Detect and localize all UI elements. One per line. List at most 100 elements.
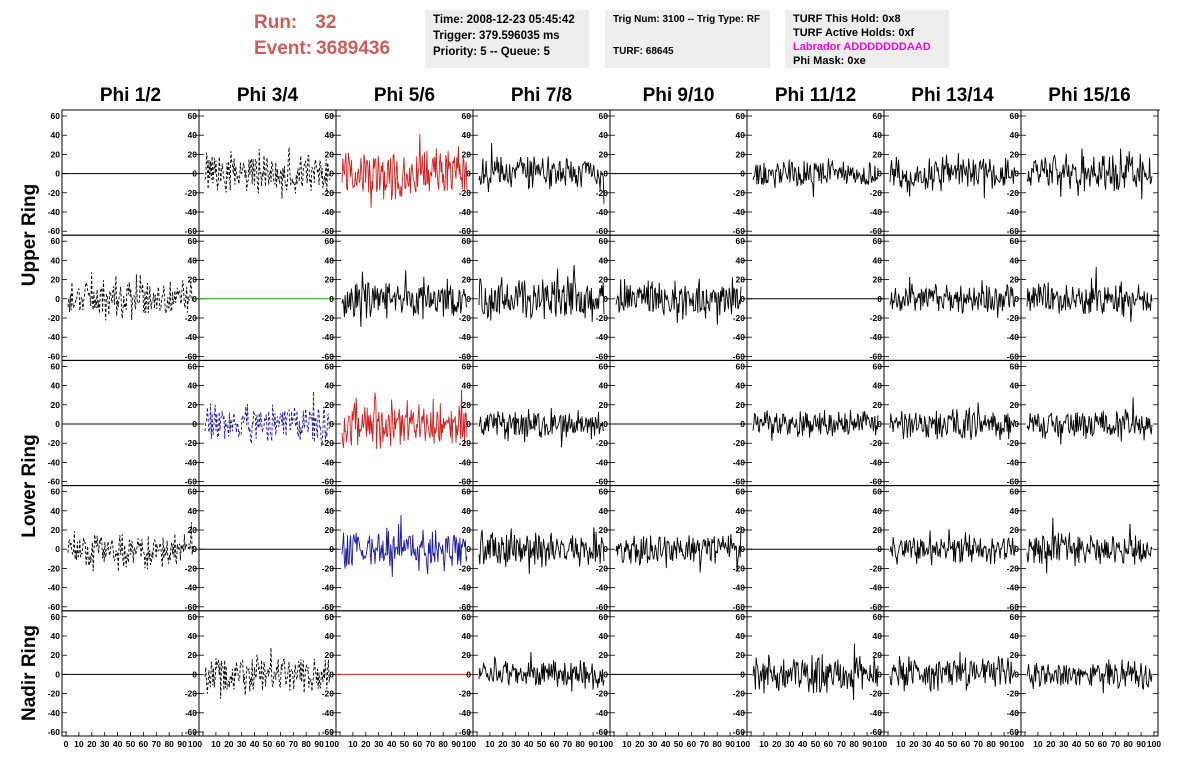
- ytick-label: -20: [870, 313, 883, 323]
- xtick-label: 60: [961, 739, 971, 749]
- ytick-label: 60: [188, 236, 198, 246]
- ytick-label: 20: [51, 149, 61, 159]
- xtick-label: 40: [661, 739, 671, 749]
- ytick-label: -60: [733, 226, 746, 236]
- xtick-label: 60: [550, 739, 560, 749]
- ytick-label: -60: [185, 477, 198, 487]
- panel-frame-r0-c1: [198, 109, 337, 236]
- ytick-label: 40: [188, 631, 198, 641]
- ytick-label: 0: [877, 669, 882, 679]
- xtick-label: 70: [700, 739, 710, 749]
- trace-r4-c1: [204, 647, 331, 699]
- ytick-label: 40: [736, 381, 746, 391]
- ytick-label: -20: [870, 689, 883, 699]
- ytick-label: -60: [48, 477, 61, 487]
- trace-r1-c7: [1026, 266, 1153, 323]
- ytick-label: 60: [599, 361, 609, 371]
- ytick-label: 60: [599, 612, 609, 622]
- ytick-label: 20: [873, 525, 883, 535]
- xtick-label: 70: [152, 739, 162, 749]
- turf-info-box: TURF This Hold: 0x8 TURF Active Holds: 0…: [785, 10, 949, 68]
- ytick-label: -20: [596, 313, 609, 323]
- ytick-label: -40: [322, 708, 335, 718]
- ytick-label: 20: [188, 525, 198, 535]
- ytick-label: -20: [870, 438, 883, 448]
- xtick-label: 40: [798, 739, 808, 749]
- ytick-label: -40: [596, 332, 609, 342]
- xtick-label: 50: [537, 739, 547, 749]
- panel-frame-r2-c0: [61, 359, 200, 487]
- ytick-label: 0: [603, 169, 608, 179]
- ytick-label: 20: [736, 525, 746, 535]
- xtick-label: 100: [736, 739, 750, 749]
- ytick-label: 60: [873, 487, 883, 497]
- ytick-label: 20: [1010, 525, 1020, 535]
- trace-r1-c4: [615, 277, 742, 325]
- ytick-label: 40: [599, 506, 609, 516]
- ytick-label: 40: [51, 381, 61, 391]
- ytick-label: 20: [1010, 400, 1020, 410]
- ytick-label: 40: [873, 506, 883, 516]
- phi-header-1: Phi 1/2: [99, 85, 162, 106]
- xtick-label: 20: [224, 739, 234, 749]
- panel-frame-r0-c0: [61, 109, 200, 236]
- ytick-label: 40: [325, 255, 335, 265]
- ytick-label: -60: [459, 477, 472, 487]
- xtick-label: 30: [648, 739, 658, 749]
- run-label: Run:: [254, 12, 298, 33]
- xtick-label: 40: [113, 739, 123, 749]
- ytick-label: 40: [325, 381, 335, 391]
- ytick-label: -40: [185, 708, 198, 718]
- xtick-label: 50: [400, 739, 410, 749]
- ytick-label: 20: [325, 275, 335, 285]
- ytick-label: 20: [188, 650, 198, 660]
- ytick-label: 0: [55, 544, 60, 554]
- ytick-label: -20: [185, 313, 198, 323]
- ytick-label: 40: [599, 255, 609, 265]
- xtick-label: 20: [87, 739, 97, 749]
- ytick-label: -60: [870, 351, 883, 361]
- phi-header-7: Phi 13/14: [911, 85, 994, 106]
- ytick-label: 60: [873, 361, 883, 371]
- ytick-label: -60: [1007, 477, 1020, 487]
- trace-r1-c0: [67, 272, 194, 321]
- ytick-label: 0: [329, 419, 334, 429]
- xtick-label: 100: [325, 739, 339, 749]
- ytick-label: -60: [596, 602, 609, 612]
- xtick-label: 20: [772, 739, 782, 749]
- xtick-label: 90: [725, 739, 735, 749]
- trace-r4-c6: [889, 651, 1016, 692]
- ytick-label: 40: [325, 506, 335, 516]
- trace-r4-c7: [1026, 659, 1153, 694]
- trace-r1-c6: [889, 276, 1016, 318]
- ytick-label: -20: [1007, 438, 1020, 448]
- ytick-label: 60: [462, 612, 472, 622]
- xtick-label: 50: [1085, 739, 1095, 749]
- ytick-label: -40: [48, 708, 61, 718]
- ytick-label: 0: [603, 544, 608, 554]
- ytick-label: -60: [870, 727, 883, 737]
- ytick-label: -20: [596, 438, 609, 448]
- ytick-label: 0: [55, 669, 60, 679]
- ytick-label: 60: [188, 612, 198, 622]
- xtick-label: 100: [188, 739, 202, 749]
- ytick-label: 20: [462, 400, 472, 410]
- xtick-label: 70: [563, 739, 573, 749]
- xtick-label: 40: [524, 739, 534, 749]
- ytick-label: 0: [466, 669, 471, 679]
- xtick-label: 30: [1059, 739, 1069, 749]
- ytick-label: -40: [733, 457, 746, 467]
- event-row: Event: 3689436: [254, 36, 390, 62]
- ytick-label: -40: [185, 207, 198, 217]
- xtick-label: 60: [413, 739, 423, 749]
- trig-info-box: Trig Num: 3100 -- Trig Type: RF TURF: 68…: [605, 10, 770, 68]
- ytick-label: 40: [873, 381, 883, 391]
- ytick-label: -40: [185, 583, 198, 593]
- ytick-label: -20: [870, 563, 883, 573]
- ytick-label: 20: [188, 275, 198, 285]
- xtick-label: 50: [263, 739, 273, 749]
- ytick-label: -20: [48, 438, 61, 448]
- labrador-line: Labrador ADDDDDDDAAD: [793, 41, 931, 53]
- ytick-label: 20: [1010, 149, 1020, 159]
- ytick-label: 20: [325, 525, 335, 535]
